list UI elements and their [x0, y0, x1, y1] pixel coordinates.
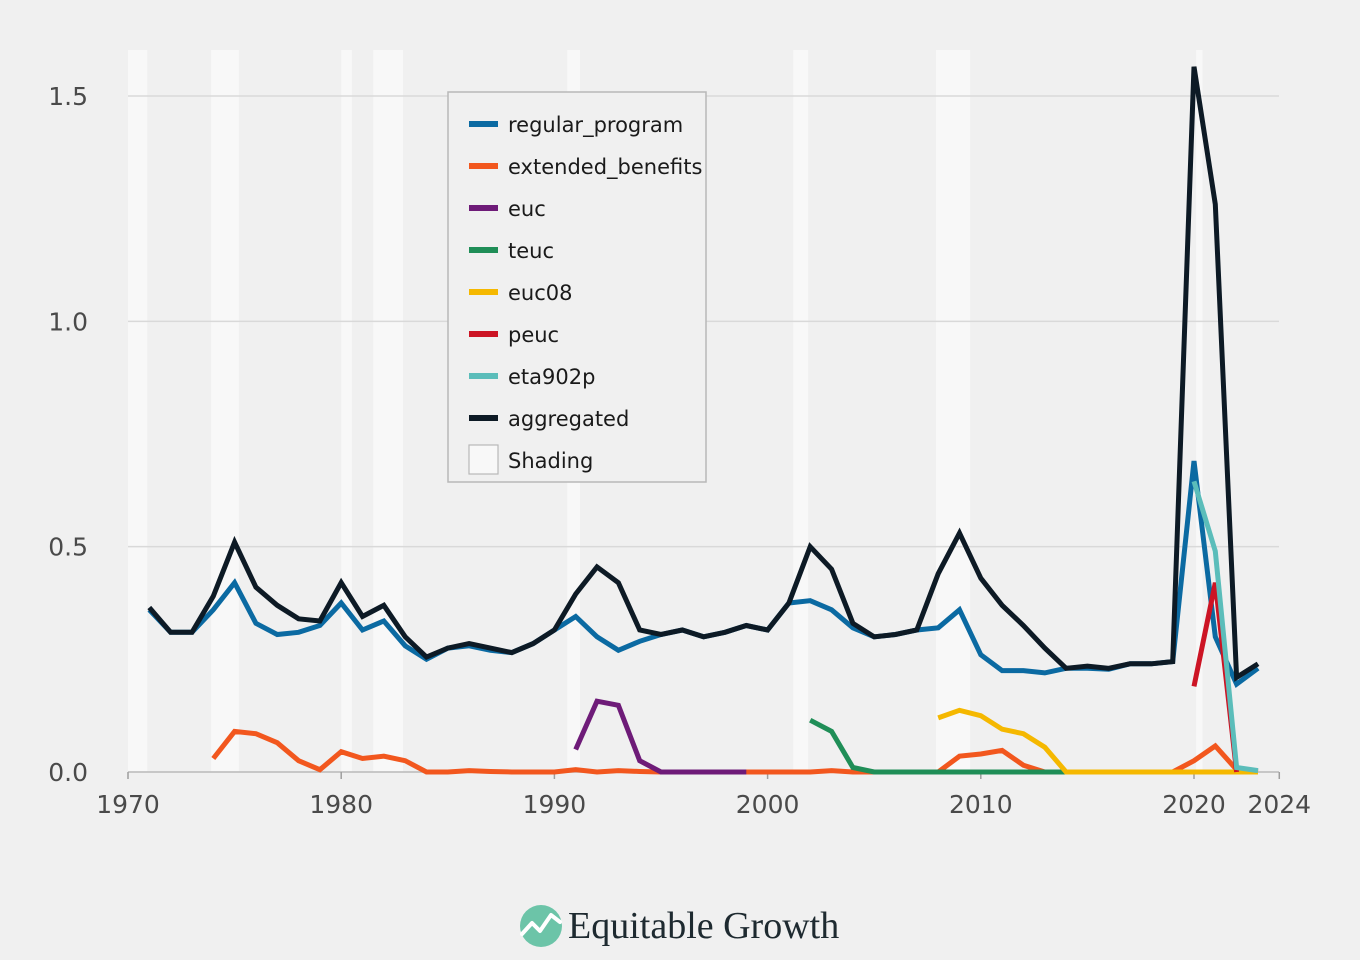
series-lines	[147, 66, 1260, 775]
recession-shade-band	[341, 50, 352, 772]
x-tick-label: 1990	[523, 790, 587, 819]
legend-label: eta902p	[508, 365, 595, 389]
brand-name: Equitable Growth	[568, 905, 839, 947]
series-line-eta902p	[1191, 480, 1259, 774]
x-tick-label: 2010	[949, 790, 1013, 819]
y-tick-label: 0.5	[48, 533, 88, 562]
recession-shade-band	[793, 50, 809, 772]
series-line-extended-benefits	[211, 728, 1259, 775]
legend-swatch-shading	[468, 444, 499, 475]
x-tick-label: 1970	[96, 790, 160, 819]
x-tick-label: 1980	[309, 790, 373, 819]
y-tick-label: 1.5	[48, 82, 88, 111]
legend-label: extended_benefits	[508, 155, 702, 180]
recession-shade-band	[128, 50, 148, 772]
brand-footer: Equitable Growth	[520, 905, 839, 947]
legend-label: euc08	[508, 281, 573, 305]
series-line-regular-program	[147, 460, 1260, 688]
series-line-teuc	[809, 717, 1067, 775]
legend-label: peuc	[508, 323, 559, 347]
series-line-euc08	[937, 707, 1258, 775]
recession-shade-band	[936, 50, 971, 772]
y-tick-label: 0.0	[48, 758, 88, 787]
legend-label: teuc	[508, 239, 554, 263]
legend-label: regular_program	[508, 113, 683, 138]
legend-label: aggregated	[508, 407, 629, 431]
recession-shading-layer	[128, 50, 1203, 772]
series-line-euc	[573, 698, 747, 775]
recession-shade-band	[1196, 50, 1203, 772]
series-line-aggregated	[147, 66, 1260, 682]
recession-shade-band	[211, 50, 239, 772]
y-tick-label: 1.0	[48, 307, 88, 336]
axes: 0.0 0.5 1.0 1.5 1970 1980 1990 2000 2010 2020 2024	[48, 82, 1311, 819]
x-tick-label: 2000	[736, 790, 800, 819]
x-tick-label: 2024	[1247, 790, 1311, 819]
legend-label: Shading	[508, 449, 593, 473]
recession-shade-band	[373, 50, 404, 772]
legend-label: euc	[508, 197, 546, 221]
x-tick-label: 2020	[1162, 790, 1226, 819]
equitable-growth-logo-icon	[520, 905, 562, 947]
